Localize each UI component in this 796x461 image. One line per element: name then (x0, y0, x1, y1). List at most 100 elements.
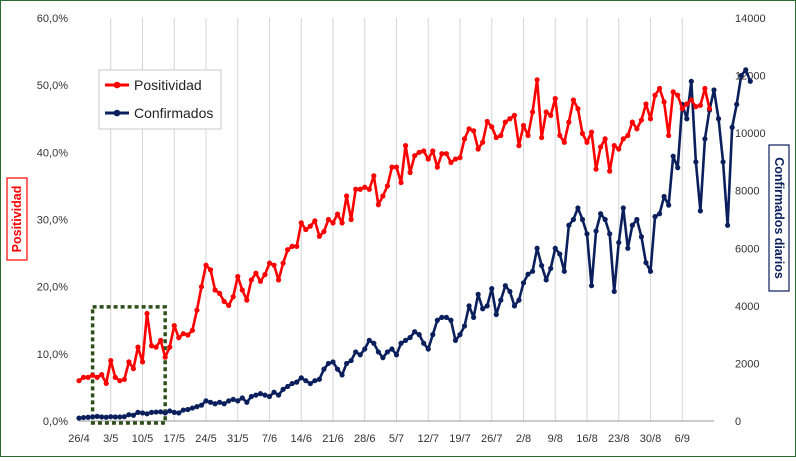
positividad-point (398, 179, 404, 186)
confirmados-point (135, 409, 141, 415)
positividad-point (393, 164, 400, 170)
confirmados-point (112, 414, 118, 420)
confirmados-point (725, 222, 731, 228)
positividad-point (457, 155, 463, 161)
legend-label-positividad: Positividad (134, 77, 202, 93)
confirmados-point (280, 386, 286, 392)
positividad-point (566, 119, 572, 125)
x-tick-label: 16/8 (576, 433, 597, 445)
left-tick-label: 10,0% (37, 349, 68, 361)
right-tick-label: 2000 (735, 358, 759, 370)
positividad-point (552, 96, 558, 102)
positividad-point (257, 278, 264, 284)
confirmados-point (584, 231, 590, 237)
right-tick-label: 8000 (735, 186, 759, 198)
confirmados-point (103, 414, 109, 420)
series-confirmados (76, 67, 753, 421)
confirmados-point (511, 303, 518, 309)
confirmados-point (375, 349, 381, 355)
confirmados-point (117, 414, 123, 420)
positividad-point (266, 260, 273, 266)
confirmados-point (144, 411, 150, 417)
confirmados-point (593, 228, 599, 234)
confirmados-point (461, 323, 468, 329)
positividad-point (230, 294, 236, 300)
confirmados-point (176, 410, 182, 416)
confirmados-point (353, 349, 359, 355)
confirmados-point (330, 359, 336, 365)
positividad-point (706, 106, 713, 112)
confirmados-point (239, 395, 245, 401)
positividad-point (158, 337, 164, 343)
left-tick-label: 50,0% (37, 80, 68, 92)
x-tick-label: 7/6 (262, 433, 277, 445)
legend: Positividad Confirmados (98, 69, 222, 130)
legend-item-confirmados: Confirmados (105, 105, 213, 121)
positividad-point (697, 102, 703, 108)
positividad-point (421, 148, 427, 154)
confirmados-point (439, 314, 445, 320)
confirmados-point (457, 332, 463, 338)
confirmados-point (552, 245, 558, 251)
confirmados-point (312, 378, 318, 384)
confirmados-point (629, 222, 635, 228)
confirmados-point (452, 337, 459, 343)
positividad-point (212, 287, 218, 293)
confirmados-point (316, 376, 322, 382)
confirmados-point (493, 311, 499, 318)
confirmados-point (371, 340, 377, 346)
positividad-point (380, 193, 386, 199)
positividad-point (643, 101, 649, 107)
confirmados-point (480, 306, 486, 312)
x-tick-label: 26/7 (481, 433, 502, 445)
confirmados-point (94, 413, 100, 419)
x-tick-label: 31/5 (227, 433, 248, 445)
positividad-point (371, 173, 377, 179)
positividad-point (285, 247, 291, 253)
positividad-point (647, 116, 654, 122)
x-tick-label: 9/8 (548, 433, 563, 445)
confirmados-point (221, 401, 227, 407)
positividad-point (634, 126, 640, 132)
positividad-point (126, 359, 132, 365)
positividad-point (148, 343, 155, 349)
confirmados-point (588, 283, 595, 289)
confirmados-point (443, 314, 449, 320)
confirmados-point (539, 262, 545, 269)
confirmados-point (543, 277, 549, 283)
positividad-point (425, 156, 431, 162)
positividad-point (217, 290, 223, 296)
confirmados-point (620, 205, 626, 211)
positividad-point (94, 374, 100, 380)
positividad-point (607, 168, 613, 174)
confirmados-point (661, 193, 667, 200)
positividad-point (579, 130, 586, 137)
left-axis-title-group: Positividad (6, 177, 28, 261)
confirmados-point (471, 314, 477, 320)
confirmados-point (430, 332, 436, 338)
confirmados-point (285, 383, 291, 390)
confirmados-point (171, 409, 177, 415)
confirmados-point (502, 283, 508, 289)
confirmados-point (321, 366, 327, 372)
positividad-point (452, 156, 459, 162)
positividad-point (162, 354, 168, 360)
positividad-point (670, 89, 676, 95)
positividad-point (439, 151, 445, 157)
x-tick-label: 3/5 (103, 433, 118, 445)
confirmados-point (262, 392, 268, 398)
confirmados-point (217, 399, 223, 405)
right-tick-label: 6000 (735, 243, 759, 255)
positividad-point (575, 106, 581, 112)
left-tick-label: 20,0% (37, 282, 68, 294)
positividad-point (144, 310, 150, 317)
confirmados-point (344, 360, 350, 367)
series-positividad (76, 77, 713, 386)
confirmados-point (235, 398, 241, 404)
positividad-point (661, 99, 667, 105)
positividad-point (629, 119, 635, 125)
positividad-point (407, 169, 413, 176)
positividad-point (203, 262, 209, 268)
